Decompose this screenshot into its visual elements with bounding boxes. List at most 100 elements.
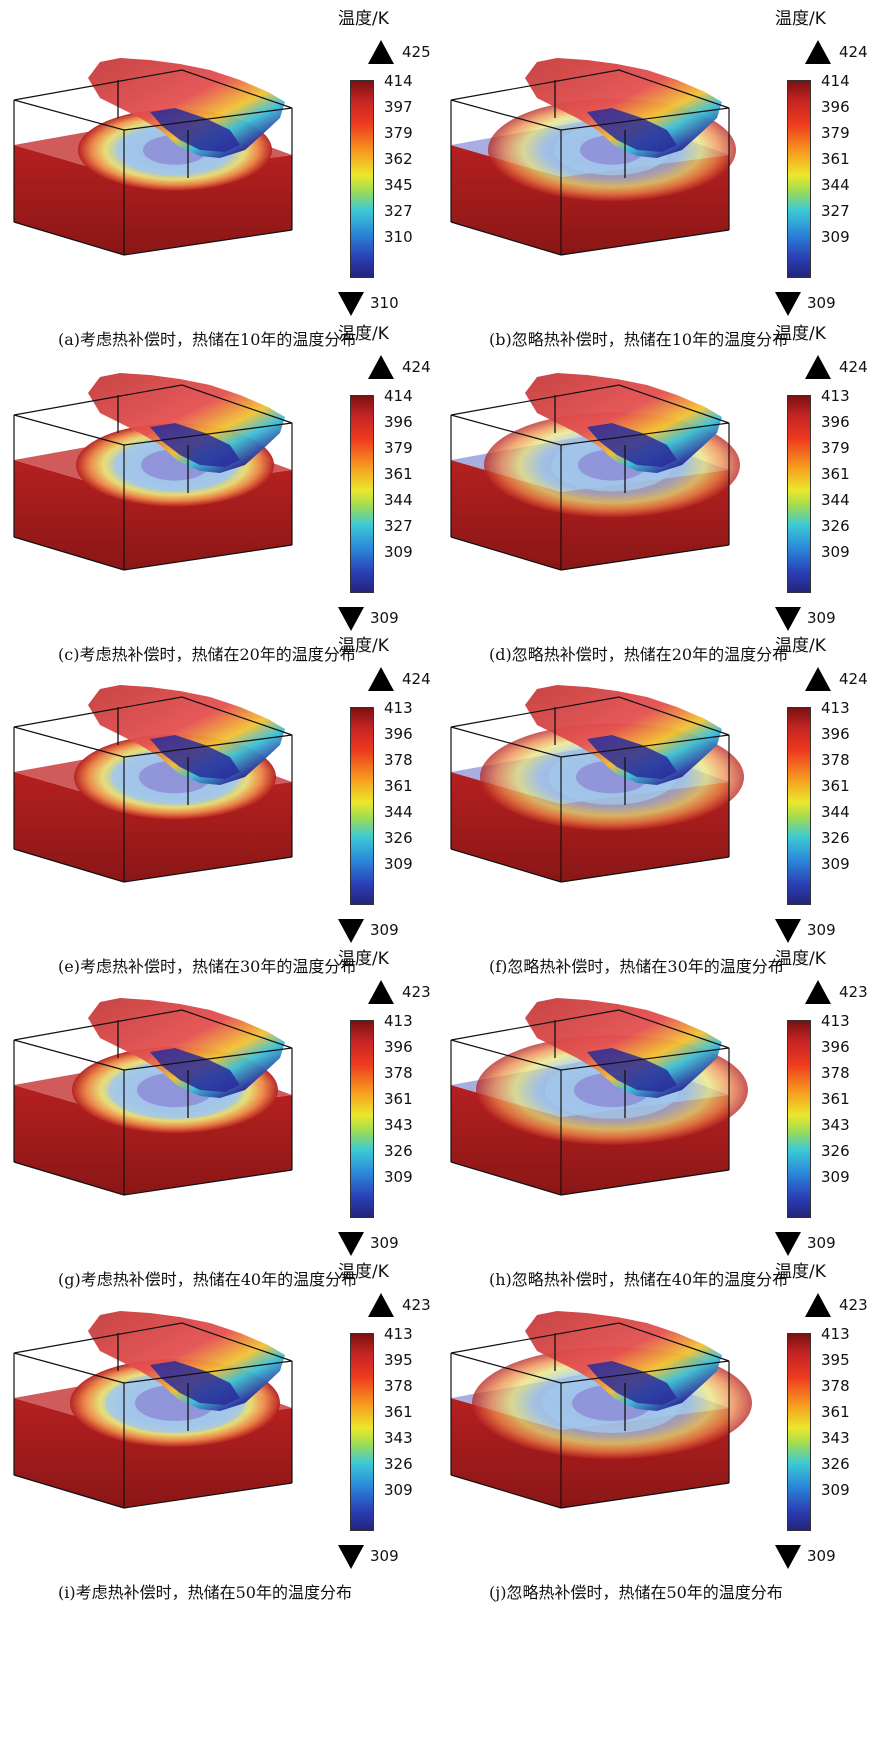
min-arrow-icon: [338, 292, 364, 316]
colorbar-unit-label: 温度/K: [338, 949, 389, 969]
colorbar-tick-label: 361: [384, 1403, 413, 1421]
cold-front-mass: [587, 735, 677, 779]
cold-front-mass: [587, 1361, 677, 1405]
panel-caption: (e)考虑热补偿时，热储在30年的温度分布: [58, 957, 357, 976]
cold-front-mass: [150, 108, 240, 152]
colorbar-tick-label: 378: [821, 1064, 850, 1082]
colorbar-tick-label: 378: [821, 751, 850, 769]
colorbar-tick-label: 345: [384, 176, 413, 194]
colorbar-tick-label: 379: [384, 124, 413, 142]
colorbar-tick-label: 395: [384, 1351, 413, 1369]
colorbar-tick-label: 309: [821, 855, 850, 873]
box-edge: [450, 848, 562, 883]
colorbar-tick-label: 326: [821, 1142, 850, 1160]
box-edge: [123, 229, 293, 256]
colorbar-tick-label: 396: [384, 1038, 413, 1056]
colorbar-unit-label: 温度/K: [775, 636, 826, 656]
cold-front-mass: [587, 108, 677, 152]
colorbar-unit-label: 温度/K: [775, 324, 826, 344]
colorbar: [350, 1020, 374, 1218]
box-edge: [560, 544, 730, 571]
colorbar-tick-label: 309: [384, 1168, 413, 1186]
colorbar-tick-label: 413: [821, 1012, 850, 1030]
box-edge: [123, 856, 293, 883]
colorbar-tick-label: 397: [384, 98, 413, 116]
colorbar-tick-label: 413: [384, 1325, 413, 1343]
hot-rock-mass: [88, 58, 285, 158]
colorbar-tick-label: 396: [384, 413, 413, 431]
colorbar-tick-label: 309: [821, 1481, 850, 1499]
colorbar-tick-label: 413: [821, 699, 850, 717]
colorbar-max-value: 423: [402, 983, 431, 1001]
colorbar-tick-label: 378: [821, 1377, 850, 1395]
max-arrow-icon: [805, 40, 831, 64]
cold-front-mass: [587, 423, 677, 467]
colorbar-tick-label: 395: [821, 1351, 850, 1369]
temperature-panel: 温度/K 423 413 396 378 361 343 326 309 309 (g)考虑…: [0, 940, 437, 1290]
min-arrow-icon: [338, 1545, 364, 1569]
box-edge: [450, 1474, 562, 1509]
panel-caption: (i)考虑热补偿时，热储在50年的温度分布: [58, 1583, 352, 1602]
colorbar: [787, 1333, 811, 1531]
colorbar-tick-label: 326: [821, 829, 850, 847]
colorbar-tick-label: 361: [384, 465, 413, 483]
colorbar-tick-label: 343: [821, 1429, 850, 1447]
colorbar-min-value: 310: [370, 294, 399, 312]
box-edge: [450, 1161, 562, 1196]
colorbar: [350, 395, 374, 593]
colorbar-tick-label: 379: [384, 439, 413, 457]
colorbar-unit-label: 温度/K: [775, 9, 826, 29]
temperature-panel: 温度/K 425 414 397 379 362 345 327 310 310 (a)考虑…: [0, 0, 437, 350]
colorbar-tick-label: 309: [384, 855, 413, 873]
colorbar-tick-label: 361: [821, 465, 850, 483]
colorbar-tick-label: 396: [821, 413, 850, 431]
colorbar-tick-label: 327: [821, 202, 850, 220]
colorbar-tick-label: 361: [821, 1090, 850, 1108]
min-arrow-icon: [775, 1232, 801, 1256]
colorbar-tick-label: 396: [821, 1038, 850, 1056]
colorbar: [787, 80, 811, 278]
box-edge: [13, 221, 125, 256]
colorbar-min-value: 309: [370, 921, 399, 939]
min-arrow-icon: [775, 919, 801, 943]
colorbar-max-value: 424: [839, 358, 868, 376]
reservoir-3d-scene: [450, 1311, 752, 1509]
hot-rock-mass: [525, 58, 722, 158]
colorbar-tick-label: 309: [821, 228, 850, 246]
colorbar: [350, 1333, 374, 1531]
box-edge: [560, 1482, 730, 1509]
colorbar-tick-label: 326: [384, 1142, 413, 1160]
max-arrow-icon: [368, 1293, 394, 1317]
colorbar-tick-label: 413: [384, 1012, 413, 1030]
hot-rock-mass: [525, 998, 722, 1098]
box-edge: [560, 1169, 730, 1196]
reservoir-3d-scene: [13, 685, 293, 883]
colorbar-unit-label: 温度/K: [338, 1262, 389, 1282]
hot-rock-mass: [525, 1311, 722, 1411]
colorbar-min-value: 309: [807, 609, 836, 627]
min-arrow-icon: [338, 607, 364, 631]
box-edge: [13, 1161, 125, 1196]
colorbar-unit-label: 温度/K: [338, 9, 389, 29]
box-edge: [123, 1169, 293, 1196]
hot-rock-mass: [88, 685, 285, 785]
colorbar-max-value: 424: [402, 670, 431, 688]
colorbar-tick-label: 344: [821, 803, 850, 821]
colorbar-unit-label: 温度/K: [338, 636, 389, 656]
colorbar-max-value: 424: [839, 670, 868, 688]
panel-caption: (h)忽略热补偿时，热储在40年的温度分布: [489, 1270, 789, 1289]
colorbar-max-value: 424: [839, 43, 868, 61]
temperature-panel: 温度/K 424 414 396 379 361 344 327 309 309 (b)忽略…: [437, 0, 874, 350]
colorbar-tick-label: 326: [384, 1455, 413, 1473]
colorbar-min-value: 309: [807, 294, 836, 312]
colorbar-tick-label: 362: [384, 150, 413, 168]
colorbar: [350, 707, 374, 905]
colorbar-tick-label: 361: [384, 1090, 413, 1108]
colorbar-min-value: 309: [807, 921, 836, 939]
reservoir-3d-scene: [13, 1311, 293, 1509]
max-arrow-icon: [805, 1293, 831, 1317]
colorbar-max-value: 425: [402, 43, 431, 61]
reservoir-3d-scene: [450, 998, 748, 1196]
colorbar-tick-label: 378: [384, 751, 413, 769]
colorbar-tick-label: 361: [821, 777, 850, 795]
